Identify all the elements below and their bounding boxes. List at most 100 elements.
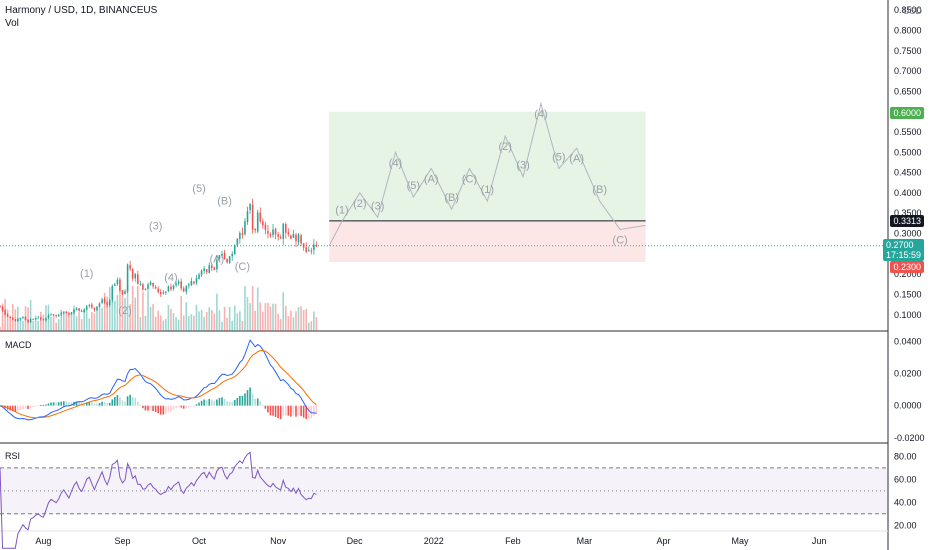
- macd-hist-bar: [88, 401, 91, 406]
- volume-bar: [193, 315, 195, 331]
- macd-hist-bar: [188, 405, 190, 408]
- wave-label: (C): [612, 234, 627, 246]
- candle-body: [157, 288, 160, 293]
- macd-hist-bar: [246, 390, 249, 406]
- macd-hist-bar: [193, 405, 195, 407]
- candle-body: [188, 284, 190, 286]
- macd-hist-bar: [157, 405, 160, 414]
- macd-hist-bar: [103, 402, 106, 406]
- time-tick-label: 2022: [424, 536, 444, 546]
- time-tick-label: Feb: [505, 536, 521, 546]
- candle-body: [91, 304, 93, 308]
- candle-body: [34, 318, 37, 320]
- volume-bar: [188, 316, 190, 331]
- macd-hist-bar: [60, 401, 63, 406]
- candle-body: [134, 274, 137, 279]
- macd-hist-bar: [11, 405, 14, 412]
- candle-body: [62, 311, 65, 313]
- candle-body: [244, 221, 246, 235]
- candle-body: [139, 283, 142, 285]
- candle-body: [246, 211, 249, 222]
- candle-body: [70, 312, 73, 315]
- candle-body: [101, 299, 103, 303]
- volume-bar: [55, 322, 57, 331]
- candle-body: [37, 317, 40, 319]
- macd-hist-bar: [62, 401, 65, 406]
- candle-body: [251, 204, 254, 230]
- candle-body: [42, 319, 45, 321]
- macd-hist-bar: [96, 403, 98, 406]
- macd-hist-bar: [205, 400, 208, 406]
- candle-body: [259, 212, 262, 222]
- wave-label: (1): [80, 268, 93, 280]
- volume-bar: [254, 310, 256, 331]
- candle-body: [29, 319, 32, 323]
- macd-hist-bar: [136, 401, 139, 406]
- currency-label[interactable]: USD: [903, 6, 923, 16]
- volume-bar: [190, 314, 193, 331]
- wave-label: (5): [407, 180, 420, 192]
- candle-body: [68, 312, 70, 315]
- candle-body: [142, 284, 144, 290]
- macd-hist-bar: [37, 405, 40, 407]
- volume-bar: [182, 315, 185, 331]
- macd-hist-bar: [292, 405, 295, 416]
- candle-body: [96, 306, 98, 311]
- volume-bar: [62, 311, 65, 331]
- volume-bar: [116, 295, 119, 331]
- candle-body: [264, 224, 267, 230]
- entry-price-tag: 0.3313: [890, 215, 924, 227]
- projection-path[interactable]: [328, 101, 646, 246]
- macd-hist-bar: [108, 402, 111, 406]
- volume-bar: [313, 311, 315, 331]
- volume-bar: [218, 310, 221, 331]
- macd-hist-bar: [216, 399, 218, 406]
- wave-label: (B): [592, 184, 607, 196]
- macd-hist-bar: [282, 405, 285, 416]
- volume-bar: [50, 317, 52, 331]
- volume-bar: [93, 313, 96, 331]
- volume-bar: [42, 314, 45, 331]
- volume-bar: [236, 313, 239, 331]
- macd-hist-bar: [111, 399, 114, 406]
- wave-labels: (1)(2)(3)(4)(5)(A)(B)(C)(1)(2) (3)(4)(5)(…: [80, 109, 628, 317]
- candle-body: [22, 317, 24, 319]
- volume-bar: [216, 293, 218, 331]
- macd-hist-bar: [139, 404, 142, 406]
- rsi-title: RSI: [5, 451, 21, 461]
- candle-body: [60, 312, 63, 315]
- volume-bar: [223, 306, 226, 331]
- candle-body: [307, 250, 310, 252]
- candle-body: [292, 233, 295, 238]
- volume-bar: [119, 286, 121, 331]
- volume-bar: [65, 310, 68, 331]
- volume-bar: [259, 302, 262, 331]
- price-tick-label: 0.3000: [894, 229, 922, 239]
- volume-bar: [210, 309, 213, 331]
- volume-bar: [267, 302, 269, 331]
- stop-zone[interactable]: [329, 220, 646, 262]
- candle-body: [254, 228, 256, 231]
- macd-hist-bar: [116, 395, 119, 406]
- macd-hist-bar: [45, 404, 47, 406]
- volume-bar: [121, 295, 124, 331]
- time-tick-label: Dec: [347, 536, 364, 546]
- candle-body: [284, 224, 287, 233]
- wave-label: (B): [444, 192, 459, 204]
- candle-body: [93, 307, 96, 310]
- rsi-tick-label: 40.00: [894, 497, 917, 507]
- price-tick-label: 0.7000: [894, 66, 922, 76]
- candle-body: [203, 268, 205, 271]
- candle-body: [98, 303, 101, 307]
- macd-hist-bar: [203, 399, 205, 406]
- volume-bar: [213, 313, 216, 331]
- candle-body: [239, 233, 241, 240]
- volume-bar: [310, 321, 313, 331]
- price-tick-label: 0.4000: [894, 188, 922, 198]
- volume-bar: [198, 311, 200, 331]
- macd-hist-bar: [121, 400, 124, 406]
- volume-bar: [185, 302, 188, 331]
- macd-hist-bar: [22, 405, 24, 410]
- volume-bar: [22, 320, 24, 331]
